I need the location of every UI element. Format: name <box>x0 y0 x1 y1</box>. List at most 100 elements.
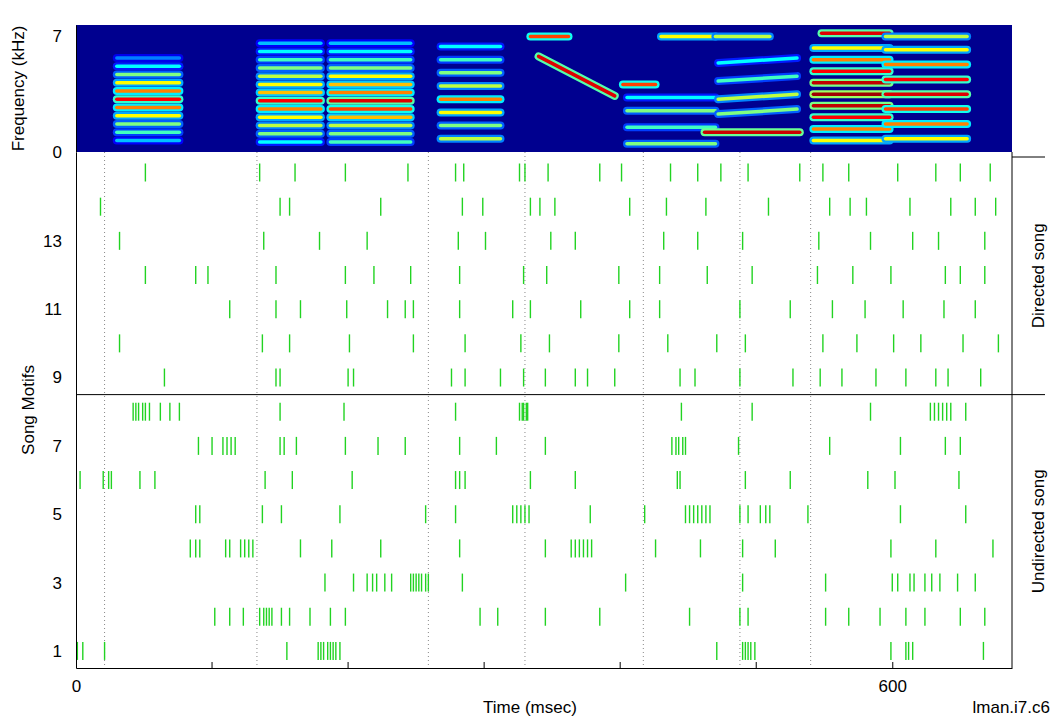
spike <box>459 300 460 318</box>
spike <box>345 266 346 284</box>
band-core <box>885 63 967 67</box>
spike <box>527 403 528 421</box>
spike <box>145 403 146 421</box>
spike <box>975 198 976 216</box>
spike <box>930 403 931 421</box>
spectral-band <box>260 84 321 85</box>
spike <box>905 369 906 387</box>
band-core <box>885 93 967 97</box>
spike <box>580 300 581 318</box>
band-glow <box>813 102 889 110</box>
spike <box>523 266 524 284</box>
spike <box>902 300 903 318</box>
spectral-band <box>441 86 501 87</box>
spectral-band <box>885 49 967 50</box>
spike <box>950 198 951 216</box>
spike <box>319 232 320 250</box>
spike <box>330 642 331 660</box>
spectral-band <box>117 82 180 83</box>
spike <box>428 574 429 592</box>
spectral-band <box>623 84 656 85</box>
spike <box>739 505 740 523</box>
band-glow <box>715 33 769 41</box>
spike <box>866 198 867 216</box>
spike <box>262 334 263 352</box>
band-core <box>117 139 180 143</box>
spike <box>384 574 385 592</box>
spike <box>425 505 426 523</box>
spike <box>520 505 521 523</box>
spectral-band <box>330 67 410 68</box>
spike <box>132 403 133 421</box>
band-glow <box>627 94 715 102</box>
band-glow <box>117 95 180 103</box>
spike <box>479 608 480 626</box>
band-glow <box>627 140 715 148</box>
spike <box>924 574 925 592</box>
spectral-band <box>441 125 501 126</box>
spike <box>332 642 333 660</box>
spike <box>459 471 460 489</box>
band-glow <box>117 62 180 70</box>
spike <box>226 437 227 455</box>
spike <box>599 608 600 626</box>
spectral-band <box>813 71 889 72</box>
spike <box>271 608 272 626</box>
spike <box>263 608 264 626</box>
spike <box>462 198 463 216</box>
spike <box>670 164 671 182</box>
spike <box>998 334 999 352</box>
spike <box>832 300 833 318</box>
spectral-band <box>330 117 410 118</box>
spike <box>526 403 527 421</box>
spike <box>283 437 284 455</box>
spike <box>199 505 200 523</box>
band-glow <box>117 70 180 78</box>
spectral-band <box>260 109 321 110</box>
spike <box>550 232 551 250</box>
spike <box>530 471 531 489</box>
spike <box>405 437 406 455</box>
band-glow <box>441 69 501 77</box>
spike <box>199 539 200 557</box>
spectral-band <box>260 76 321 77</box>
spike <box>742 232 743 250</box>
band-core <box>117 106 180 110</box>
band-core <box>441 71 501 75</box>
spike <box>373 266 374 284</box>
spike <box>575 232 576 250</box>
spike <box>376 574 377 592</box>
band-core <box>441 124 501 128</box>
band-glow <box>117 54 180 62</box>
spectral-band <box>117 90 180 91</box>
group-separator <box>76 394 1045 395</box>
band-glow <box>117 120 180 128</box>
band-glow <box>260 122 321 130</box>
spike <box>391 574 392 592</box>
band-glow <box>441 82 501 90</box>
spike <box>689 505 690 523</box>
band-core <box>260 91 321 95</box>
spectral-band <box>330 84 410 85</box>
spectral-band <box>330 59 410 60</box>
y-tick-label: 9 <box>53 368 62 387</box>
band-glow <box>117 79 180 87</box>
spike <box>366 232 367 250</box>
band-core <box>117 64 180 68</box>
spike <box>323 642 324 660</box>
band-core <box>627 96 715 100</box>
spike <box>825 608 826 626</box>
spectral-band <box>539 56 615 96</box>
spike <box>575 471 576 489</box>
trial-row <box>120 334 999 352</box>
spectral-band <box>117 66 180 67</box>
spike <box>519 403 520 421</box>
band-core <box>813 81 889 85</box>
spike <box>347 369 348 387</box>
trial-row <box>120 232 985 250</box>
y-axis-line <box>76 153 77 669</box>
spectral-band <box>117 132 180 133</box>
spike <box>279 198 280 216</box>
spectral-band <box>718 76 797 81</box>
spike <box>849 198 850 216</box>
